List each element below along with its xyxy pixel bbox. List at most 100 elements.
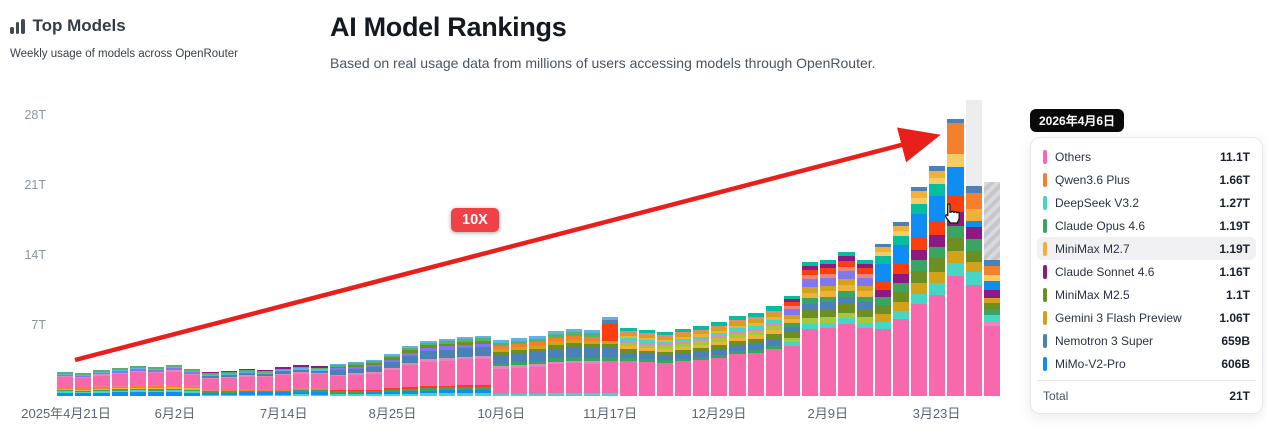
stacked-bar[interactable] — [892, 222, 910, 396]
stacked-bar[interactable] — [220, 371, 237, 396]
bar-week[interactable] — [75, 100, 92, 396]
stacked-bar[interactable] — [256, 370, 274, 396]
bar-week[interactable] — [747, 100, 764, 396]
stacked-bar[interactable] — [656, 332, 673, 396]
bar-week[interactable] — [474, 100, 492, 396]
bar-week[interactable] — [220, 100, 237, 396]
bar-week[interactable] — [674, 100, 692, 396]
stacked-bar[interactable] — [820, 260, 837, 396]
stacked-bar[interactable] — [93, 370, 110, 396]
bar-week[interactable] — [929, 100, 946, 396]
bar-week-hovered[interactable] — [965, 100, 982, 396]
bar-week[interactable] — [256, 100, 274, 396]
bar-week[interactable] — [638, 100, 655, 396]
bar-week[interactable] — [820, 100, 837, 396]
stacked-bar[interactable] — [620, 328, 637, 396]
bar-week[interactable] — [947, 100, 964, 396]
stacked-bar[interactable] — [365, 360, 383, 396]
stacked-bar[interactable] — [202, 372, 219, 396]
bar-week[interactable] — [783, 100, 801, 396]
stacked-bar[interactable] — [184, 369, 201, 396]
bar-week[interactable] — [856, 100, 873, 396]
stacked-bar[interactable] — [911, 187, 928, 396]
stacked-bar[interactable] — [347, 362, 364, 396]
bar-week[interactable] — [166, 100, 183, 396]
bar-week[interactable] — [329, 100, 346, 396]
stacked-bar[interactable] — [57, 372, 74, 396]
bar-week[interactable] — [911, 100, 928, 396]
stacked-bar[interactable] — [75, 373, 92, 396]
bar-week[interactable] — [402, 100, 419, 396]
stacked-bar[interactable] — [402, 346, 419, 396]
stacked-bar[interactable] — [802, 262, 819, 396]
stacked-bar[interactable] — [693, 326, 710, 396]
stacked-bar[interactable] — [275, 367, 292, 396]
bar-week[interactable] — [583, 100, 601, 396]
bar-week[interactable] — [438, 100, 455, 396]
stacked-bar[interactable] — [438, 339, 455, 396]
plot-area[interactable] — [57, 100, 1000, 396]
stacked-bar[interactable] — [547, 331, 564, 396]
bar-week[interactable] — [892, 100, 910, 396]
bar-week[interactable] — [802, 100, 819, 396]
bar-week[interactable] — [838, 100, 855, 396]
bar-week[interactable] — [729, 100, 746, 396]
bar-week[interactable] — [293, 100, 310, 396]
stacked-bar[interactable] — [838, 252, 855, 396]
stacked-bar[interactable] — [983, 182, 1000, 396]
stacked-bar[interactable] — [765, 306, 782, 396]
bar-week[interactable] — [511, 100, 528, 396]
bar-week[interactable] — [184, 100, 201, 396]
bar-week[interactable] — [693, 100, 710, 396]
bar-week[interactable] — [765, 100, 782, 396]
stacked-bar[interactable] — [747, 313, 764, 396]
stacked-bar[interactable] — [511, 338, 528, 396]
bar-week[interactable] — [347, 100, 364, 396]
bar-week[interactable] — [147, 100, 165, 396]
bar-week[interactable] — [384, 100, 401, 396]
stacked-bar[interactable] — [711, 322, 728, 396]
stacked-bar[interactable] — [947, 119, 964, 396]
bar-week[interactable] — [275, 100, 292, 396]
stacked-bar[interactable] — [129, 366, 146, 396]
stacked-bar[interactable] — [565, 329, 582, 396]
bar-week[interactable] — [93, 100, 110, 396]
stacked-bar[interactable] — [583, 330, 601, 396]
bar-week[interactable] — [874, 100, 891, 396]
stacked-bar[interactable] — [111, 368, 128, 396]
bar-week[interactable] — [529, 100, 546, 396]
stacked-bar[interactable] — [729, 316, 746, 396]
stacked-bar[interactable] — [238, 369, 255, 396]
stacked-bar[interactable] — [674, 329, 692, 396]
stacked-bar[interactable] — [420, 341, 437, 396]
stacked-bar[interactable] — [874, 244, 891, 396]
bar-week[interactable] — [983, 100, 1000, 396]
stacked-bar[interactable] — [147, 367, 165, 396]
stacked-bar[interactable] — [293, 365, 310, 396]
stacked-bar[interactable] — [602, 317, 619, 396]
bar-week[interactable] — [420, 100, 437, 396]
bar-week[interactable] — [311, 100, 328, 396]
bar-week[interactable] — [547, 100, 564, 396]
stacked-bar[interactable] — [638, 330, 655, 396]
stacked-bar[interactable] — [329, 364, 346, 396]
bar-week[interactable] — [456, 100, 473, 396]
stacked-bar[interactable] — [493, 340, 510, 396]
bar-week[interactable] — [129, 100, 146, 396]
stacked-bar[interactable] — [384, 354, 401, 396]
bar-week[interactable] — [711, 100, 728, 396]
stacked-bar[interactable] — [856, 260, 873, 396]
bar-week[interactable] — [202, 100, 219, 396]
stacked-bar[interactable] — [929, 166, 946, 396]
stacked-bar[interactable] — [474, 336, 492, 396]
bar-week[interactable] — [565, 100, 582, 396]
bar-week[interactable] — [493, 100, 510, 396]
stacked-bar[interactable] — [456, 337, 473, 396]
bar-week[interactable] — [620, 100, 637, 396]
bar-week[interactable] — [656, 100, 673, 396]
stacked-bar[interactable] — [529, 336, 546, 396]
stacked-bar[interactable] — [965, 186, 982, 396]
bar-week[interactable] — [365, 100, 383, 396]
bar-week[interactable] — [57, 100, 74, 396]
stacked-bar[interactable] — [166, 365, 183, 396]
